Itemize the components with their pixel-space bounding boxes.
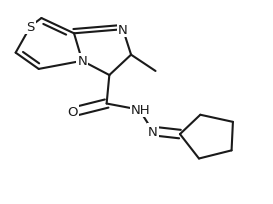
Text: NH: NH xyxy=(131,104,150,116)
Text: S: S xyxy=(26,21,35,33)
Text: O: O xyxy=(67,106,78,119)
Text: N: N xyxy=(77,55,87,68)
Text: N: N xyxy=(118,24,128,37)
Text: N: N xyxy=(148,125,158,138)
